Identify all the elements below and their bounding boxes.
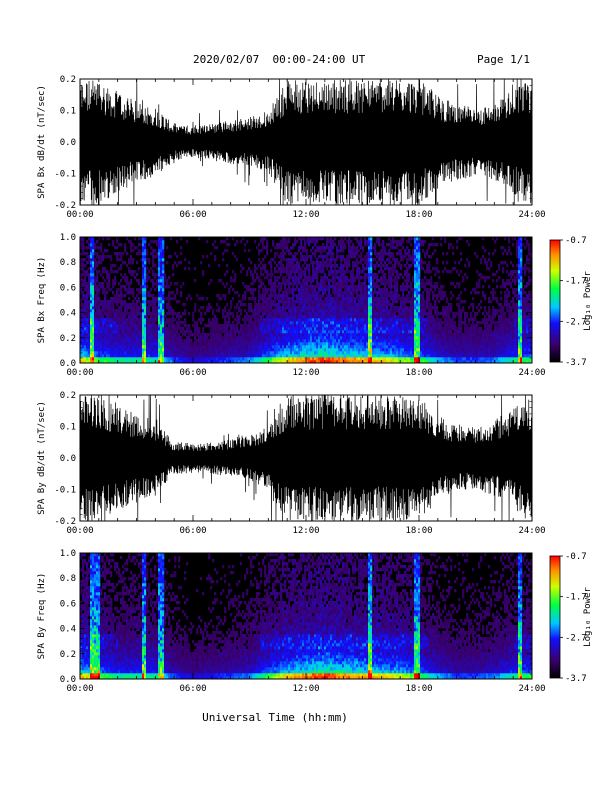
- x-axis-label: Universal Time (hh:mm): [202, 711, 348, 724]
- y-tick-label: -0.1: [54, 486, 76, 496]
- x-tick-label: 24:00: [518, 526, 545, 536]
- y-tick-label: 1.0: [60, 549, 76, 559]
- y-tick-label: 0.6: [60, 283, 76, 293]
- dbdt-trace: [79, 78, 533, 206]
- colorbar-gradient: [549, 555, 561, 679]
- y-tick-label: 0.2: [60, 650, 76, 660]
- spectrogram-bx: [80, 237, 533, 364]
- colorbar-tick-label: -3.7: [565, 674, 587, 684]
- dbdt-trace: [79, 394, 533, 522]
- x-tick-label: 00:00: [66, 526, 93, 536]
- dbdt-series-bx: [79, 78, 533, 206]
- y-tick-label: 1.0: [60, 233, 76, 243]
- x-tick-label: 12:00: [292, 368, 319, 378]
- y-tick-label: 0.6: [60, 599, 76, 609]
- panel-4-axes: 00:00 06:00 12:00 18:00 24:00 1.0 0.8 0.6 0.4 0.2…: [37, 549, 546, 694]
- colorbar-1: -0.7 -1.7 -2.7 -3.7 Log₁₀ Power: [549, 236, 593, 368]
- y-tick-label: 0.4: [60, 309, 76, 319]
- x-tick-label: 06:00: [179, 684, 206, 694]
- colorbar-tick-label: -2.7: [565, 633, 587, 643]
- colorbar-gradient: [549, 239, 561, 363]
- colorbar-label: Log₁₀ Power: [583, 271, 593, 331]
- colorbar-tick-label: -0.7: [565, 552, 587, 562]
- y-tick-label: 0.0: [60, 359, 76, 369]
- y-axis-label: SPA By Freq (Hz): [37, 573, 47, 660]
- colorbar-2: -0.7 -1.7 -2.7 -3.7 Log₁₀ Power: [549, 552, 593, 684]
- page-number: Page 1/1: [477, 53, 530, 66]
- y-axis-label: SPA Bx dB/dt (nT/sec): [37, 85, 47, 199]
- y-tick-label: 0.1: [60, 107, 76, 117]
- y-tick-label: -0.1: [54, 170, 76, 180]
- y-tick-label: 0.4: [60, 625, 76, 635]
- panel-1-axes: 00:00 06:00 12:00 18:00 24:00 0.2 0.1 0.0 -0.1 -0…: [37, 75, 546, 220]
- y-tick-label: 0.8: [60, 574, 76, 584]
- x-tick-label: 18:00: [405, 526, 432, 536]
- y-tick-label: 0.0: [60, 675, 76, 685]
- y-tick-label: 0.0: [60, 138, 76, 148]
- y-axis-label: SPA Bx Freq (Hz): [37, 257, 47, 344]
- y-tick-label: 0.0: [60, 454, 76, 464]
- x-tick-label: 00:00: [66, 368, 93, 378]
- x-tick-label: 12:00: [292, 526, 319, 536]
- y-tick-label: 0.2: [60, 75, 76, 85]
- colorbar-tick-label: -0.7: [565, 236, 587, 246]
- colorbar-label: Log₁₀ Power: [583, 587, 593, 647]
- y-tick-label: 0.2: [60, 391, 76, 401]
- colorbar-tick-label: -1.7: [565, 593, 587, 603]
- page-title: 2020/02/07 00:00-24:00 UT: [193, 53, 366, 66]
- y-axis-label: SPA By dB/dt (nT/sec): [37, 401, 47, 515]
- colorbar-tick-label: -3.7: [565, 358, 587, 368]
- dbdt-series-by: [79, 394, 533, 522]
- spectrogram-by: [80, 553, 533, 680]
- y-tick-label: 0.8: [60, 258, 76, 268]
- x-tick-label: 12:00: [292, 210, 319, 220]
- x-tick-label: 12:00: [292, 684, 319, 694]
- y-tick-label: 0.1: [60, 423, 76, 433]
- x-tick-label: 24:00: [518, 210, 545, 220]
- x-tick-label: 00:00: [66, 210, 93, 220]
- x-tick-label: 24:00: [518, 684, 545, 694]
- x-tick-label: 06:00: [179, 526, 206, 536]
- y-tick-label: -0.2: [54, 201, 76, 211]
- panel-2-axes: 00:00 06:00 12:00 18:00 24:00 1.0 0.8 0.6 0.4 0.2…: [37, 233, 546, 378]
- x-tick-label: 24:00: [518, 368, 545, 378]
- y-tick-label: 0.2: [60, 334, 76, 344]
- panel-3-axes: 00:00 06:00 12:00 18:00 24:00 0.2 0.1 0.0 -0.1 -0…: [37, 391, 546, 536]
- y-tick-label: -0.2: [54, 517, 76, 527]
- x-tick-label: 18:00: [405, 368, 432, 378]
- x-tick-label: 06:00: [179, 210, 206, 220]
- colorbar-tick-label: -2.7: [565, 317, 587, 327]
- colorbar-tick-label: -1.7: [565, 277, 587, 287]
- x-tick-label: 06:00: [179, 368, 206, 378]
- x-tick-label: 00:00: [66, 684, 93, 694]
- x-tick-label: 18:00: [405, 684, 432, 694]
- x-tick-label: 18:00: [405, 210, 432, 220]
